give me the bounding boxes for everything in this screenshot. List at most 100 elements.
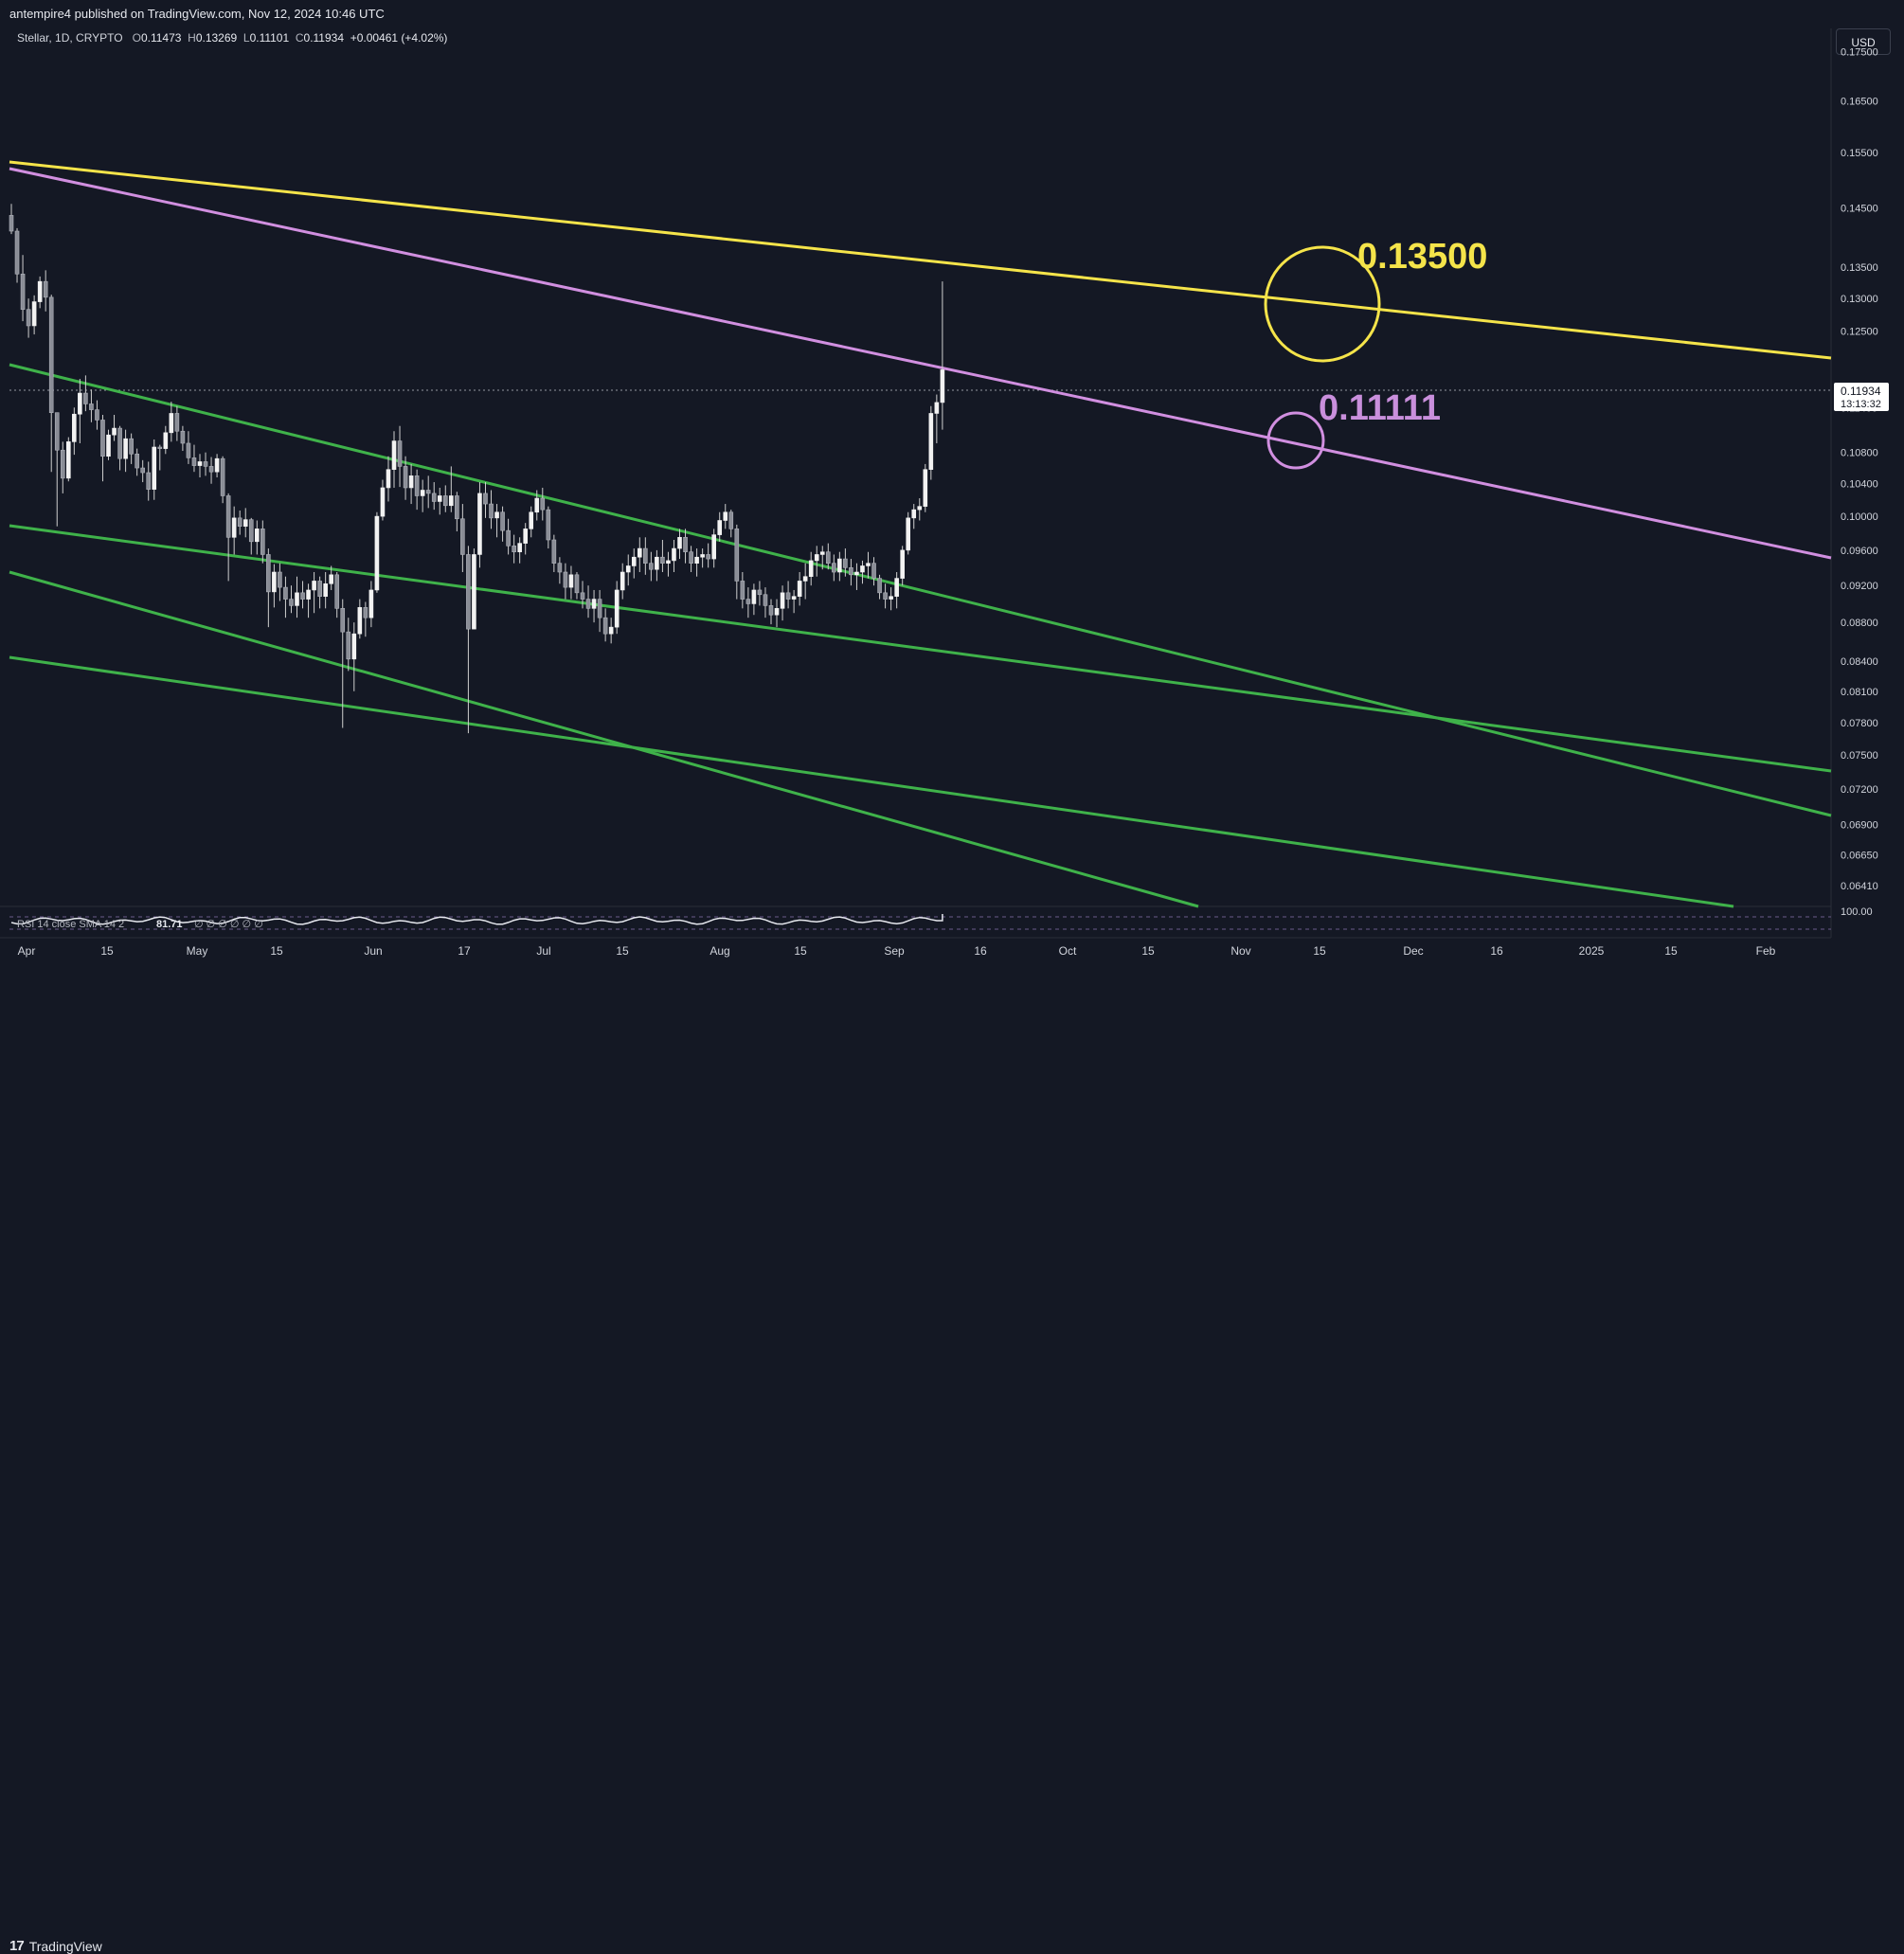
price-tick-label: 0.10400 [1841, 479, 1878, 491]
price-tick-label: 0.16500 [1841, 96, 1878, 107]
candle-body [278, 571, 282, 588]
price-tick-label: 0.13500 [1841, 262, 1878, 274]
candle-body [517, 543, 522, 553]
candle-body [420, 490, 425, 496]
symbol-legend: Stellar, 1D, CRYPTO O0.11473 H0.13269 L0… [17, 31, 447, 45]
candle-body [357, 607, 363, 635]
candle-body [580, 592, 585, 600]
price-chart[interactable]: 0.13500 0.11111 0.175000.165000.155000.1… [0, 0, 1904, 966]
price-tick-label: 0.06650 [1841, 851, 1878, 862]
candlestick-series [9, 204, 945, 734]
green-trendline-2[interactable] [9, 524, 1832, 773]
candle-body [289, 599, 294, 606]
rsi-label[interactable]: RSI 14 close SMA 14 2 [17, 919, 124, 930]
green-trendline-3[interactable] [9, 570, 1199, 908]
candle-body [466, 554, 471, 630]
price-tick-label: 0.06410 [1841, 881, 1878, 892]
candle-body [534, 497, 540, 513]
tradingview-mark-icon: 17 [9, 1938, 25, 1954]
candle-body [112, 427, 117, 436]
price-tick-label: 0.10800 [1841, 448, 1878, 459]
candle-body [78, 392, 82, 415]
candle-body [649, 563, 654, 570]
rsi-extras: ∅ ∅ ∅ ∅ ∅ ∅ [194, 919, 263, 930]
candle-body [380, 487, 386, 517]
footer-bar: 17 TradingView [0, 966, 1904, 1954]
candle-body [923, 469, 928, 507]
candle-body [934, 402, 940, 414]
currency-button[interactable]: USD [1836, 28, 1891, 55]
candle-body [169, 413, 174, 434]
candle-body [174, 413, 180, 432]
time-tick-label: May [187, 944, 208, 958]
close-label: C [295, 31, 304, 45]
purple-trendline[interactable] [9, 167, 1832, 560]
candle-body [889, 596, 893, 600]
candle-body [506, 529, 511, 547]
time-tick-label: 16 [974, 944, 987, 958]
candle-body [83, 392, 88, 404]
candle-body [414, 475, 420, 496]
candle-body [591, 599, 597, 609]
candle-body [717, 520, 723, 535]
candle-body [883, 592, 888, 600]
candle-body [563, 571, 568, 588]
candle-body [48, 296, 54, 413]
symbol-name[interactable]: Stellar, 1D, CRYPTO [17, 31, 123, 45]
candle-body [849, 567, 853, 576]
time-tick-label: 15 [100, 944, 114, 958]
candle-body [574, 574, 580, 594]
candle-body [237, 517, 242, 527]
candle-body [72, 413, 77, 442]
time-tick-label: Feb [1756, 944, 1776, 958]
price-tick-label: 0.10000 [1841, 511, 1878, 523]
rsi-value: 81.71 [156, 919, 183, 930]
candle-body [266, 554, 271, 593]
time-tick-label: 15 [1141, 944, 1155, 958]
candle-body [254, 529, 260, 543]
candle-body [711, 534, 716, 560]
rsi-pane[interactable]: RSI 14 close SMA 14 2 81.71 ∅ ∅ ∅ ∅ ∅ ∅ … [9, 906, 1873, 930]
price-tick-label: 0.13000 [1841, 294, 1878, 305]
yellow-trendline[interactable] [9, 160, 1832, 360]
candle-body [140, 467, 145, 474]
time-tick-label: Dec [1403, 944, 1423, 958]
green-trendline-4[interactable] [9, 655, 1734, 908]
candle-body [163, 432, 169, 449]
time-tick-label: Nov [1230, 944, 1250, 958]
rsi-top-tick: 100.00 [1841, 906, 1873, 918]
purple-level-label[interactable]: 0.11111 [1319, 388, 1441, 428]
time-tick-label: 15 [1664, 944, 1678, 958]
tradingview-brand: TradingView [28, 1938, 102, 1954]
price-axis[interactable]: 0.17500 0.16500 0.15500 0.14500 0.13500 0.130… [1841, 47, 1878, 892]
candle-body [472, 554, 476, 630]
candle-body [785, 592, 791, 600]
candle-body [346, 631, 351, 660]
candle-body [66, 441, 71, 479]
candle-body [306, 589, 311, 600]
candle-body [917, 506, 923, 511]
green-trendline-1[interactable] [9, 363, 1832, 817]
price-tick-label: 0.07800 [1841, 718, 1878, 729]
price-tick-label: 0.17500 [1841, 47, 1878, 59]
yellow-level-label[interactable]: 0.13500 [1357, 237, 1487, 277]
candle-body [625, 565, 631, 573]
candle-body [54, 412, 60, 451]
time-tick-label: 15 [270, 944, 283, 958]
time-axis[interactable]: Apr 15 May 15 Jun 17 Jul 15 Aug 15 Sep 16 Oct 15 Nov 15… [18, 944, 1776, 958]
tradingview-logo[interactable]: 17 TradingView [9, 1938, 102, 1954]
candle-body [546, 509, 551, 541]
purple-level-circle[interactable] [1266, 411, 1325, 470]
price-tick-label: 0.09600 [1841, 546, 1878, 557]
candle-body [403, 466, 408, 489]
candle-body [740, 581, 745, 600]
countdown-value: 13:13:32 [1841, 399, 1881, 410]
candle-body [260, 529, 265, 555]
yellow-level-circle[interactable] [1264, 245, 1381, 363]
candle-body [643, 547, 648, 564]
candle-body [31, 301, 37, 327]
candle-body [248, 519, 254, 543]
price-tick-label: 0.14500 [1841, 203, 1878, 214]
candle-body [351, 633, 357, 660]
candle-body [100, 420, 105, 457]
